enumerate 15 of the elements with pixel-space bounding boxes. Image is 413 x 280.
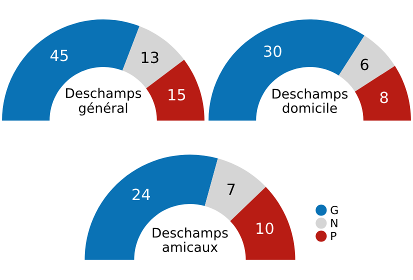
data-label: 45 — [50, 50, 68, 62]
data-label: 15 — [168, 89, 186, 100]
data-label: 8 — [380, 92, 388, 104]
data-label: 24 — [132, 188, 150, 200]
data-label: 13 — [142, 52, 158, 64]
text: Deschamps général — [66, 88, 142, 116]
data-label: 6 — [360, 58, 368, 70]
text: Deschamps amicaux — [152, 228, 228, 252]
data-label: 7 — [228, 184, 235, 195]
data-label: 30 — [264, 46, 282, 58]
text: Deschamps domicile — [272, 88, 348, 113]
legend-label: P — [331, 232, 336, 240]
legend-label: G — [330, 206, 338, 214]
data-label: 10 — [256, 222, 274, 234]
legend-label: N — [331, 218, 338, 228]
